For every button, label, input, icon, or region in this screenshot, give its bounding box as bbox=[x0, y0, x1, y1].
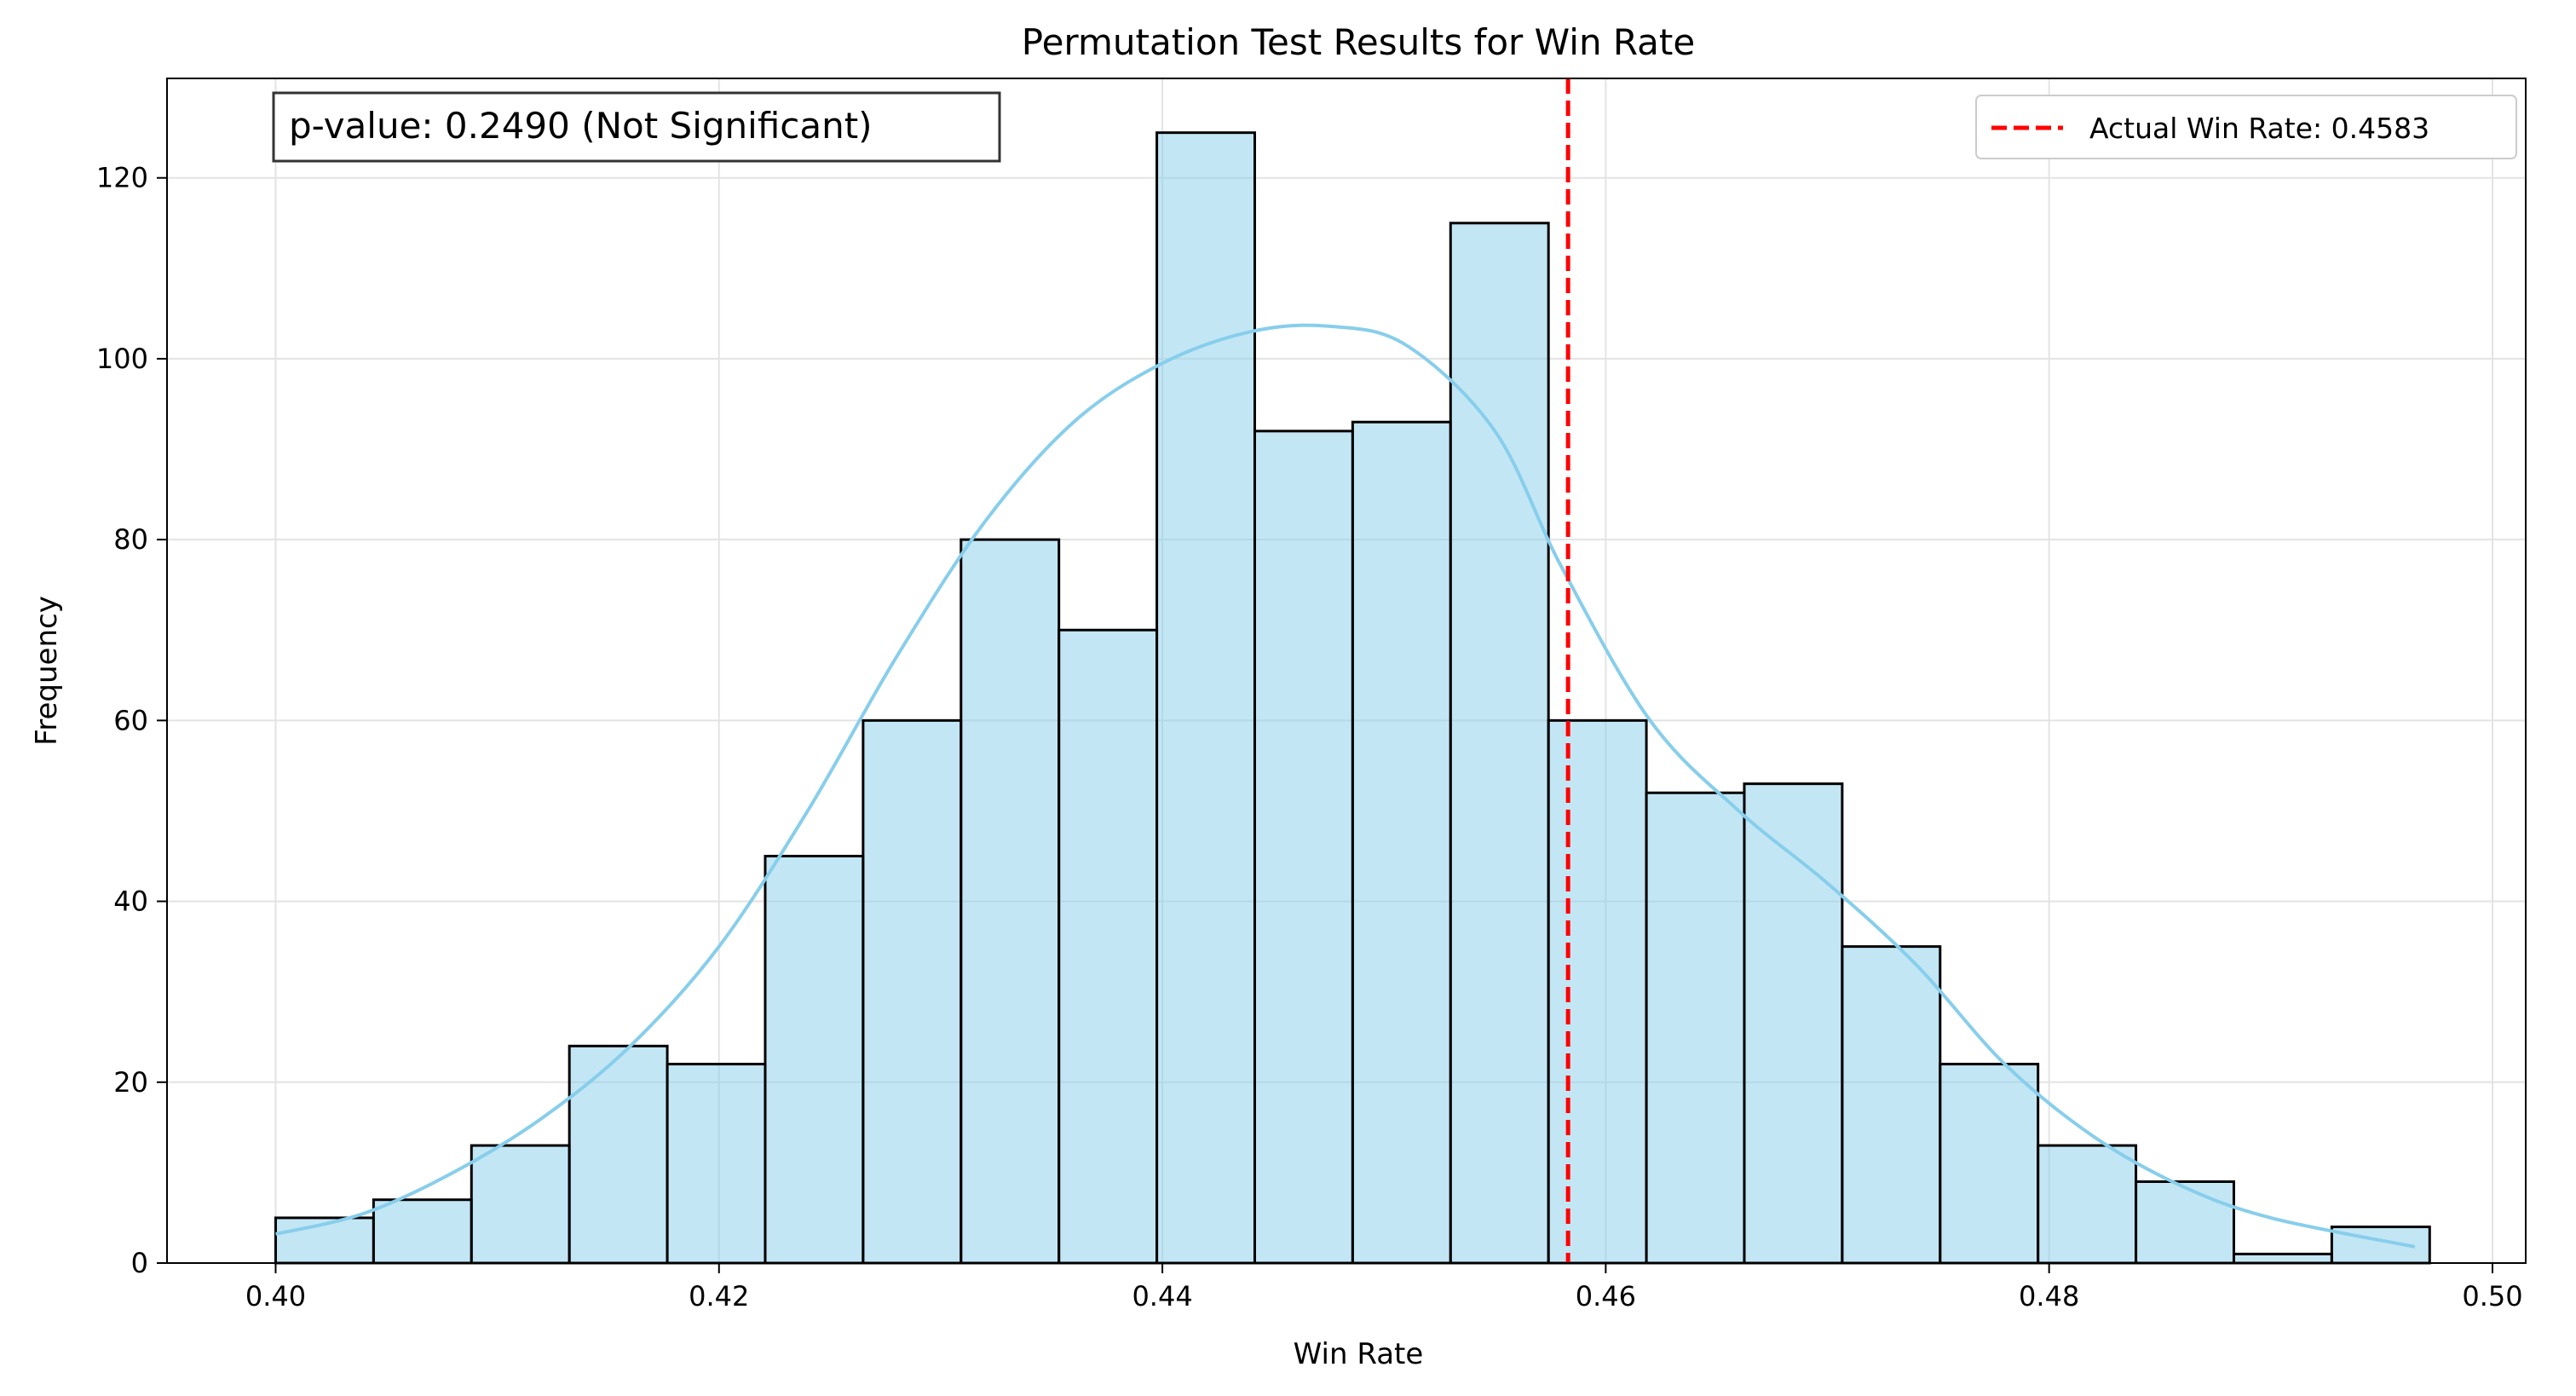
bar-10 bbox=[1253, 430, 1354, 1265]
x-tick-label-5: 0.50 bbox=[2462, 1280, 2522, 1312]
bar-9 bbox=[1155, 131, 1256, 1265]
bar-19 bbox=[2135, 1180, 2235, 1265]
x-tick-label-4: 0.48 bbox=[2019, 1280, 2079, 1312]
y-tick-label-5: 100 bbox=[96, 343, 148, 375]
y-tick-label-6: 120 bbox=[96, 162, 148, 194]
annotation-text: p-value: 0.2490 (Not Significant) bbox=[289, 105, 873, 147]
y-tick-label-4: 80 bbox=[113, 523, 148, 556]
bar-5 bbox=[764, 855, 865, 1265]
x-tick-label-1: 0.42 bbox=[689, 1280, 749, 1312]
bar-12 bbox=[1449, 222, 1550, 1265]
x-tick-label-2: 0.44 bbox=[1132, 1280, 1192, 1312]
legend-label: Actual Win Rate: 0.4583 bbox=[2089, 112, 2429, 145]
y-tick-label-1: 20 bbox=[113, 1066, 148, 1099]
x-ticks: 0.40 0.42 0.44 0.46 0.48 0.50 bbox=[245, 1263, 2523, 1312]
x-tick-label-3: 0.46 bbox=[1576, 1280, 1636, 1312]
legend-box bbox=[1975, 95, 2517, 159]
bar-2 bbox=[470, 1144, 571, 1265]
y-tick-label-0: 0 bbox=[131, 1247, 148, 1279]
y-axis-label: Frequency bbox=[30, 596, 64, 746]
bar-7 bbox=[960, 538, 1061, 1265]
bar-20 bbox=[2232, 1252, 2333, 1265]
x-axis-label: Win Rate bbox=[1294, 1337, 1424, 1371]
y-ticks: 0 20 40 60 80 100 120 bbox=[96, 162, 167, 1279]
legend: Actual Win Rate: 0.4583 bbox=[1975, 95, 2517, 159]
bar-11 bbox=[1351, 420, 1452, 1265]
bar-18 bbox=[2037, 1144, 2138, 1265]
bar-16 bbox=[1841, 945, 1942, 1265]
bar-6 bbox=[862, 718, 963, 1265]
y-tick-label-3: 60 bbox=[113, 704, 148, 736]
x-tick-label-0: 0.40 bbox=[245, 1280, 306, 1312]
bar-17 bbox=[1939, 1063, 2040, 1265]
bar-8 bbox=[1057, 628, 1159, 1265]
bar-3 bbox=[568, 1044, 669, 1265]
p-value-annotation: p-value: 0.2490 (Not Significant) bbox=[272, 91, 1001, 163]
annotation-box bbox=[272, 91, 1001, 163]
y-tick-label-2: 40 bbox=[113, 885, 148, 918]
plot-frame bbox=[166, 78, 2527, 1264]
bar-4 bbox=[666, 1063, 767, 1265]
bar-13 bbox=[1547, 718, 1648, 1265]
bar-14 bbox=[1645, 791, 1746, 1265]
chart-title: Permutation Test Results for Win Rate bbox=[1022, 21, 1695, 63]
kde-curve-group bbox=[275, 323, 2416, 1249]
bars bbox=[274, 131, 2431, 1265]
bar-1 bbox=[372, 1198, 473, 1265]
kde-curve bbox=[275, 323, 2416, 1249]
